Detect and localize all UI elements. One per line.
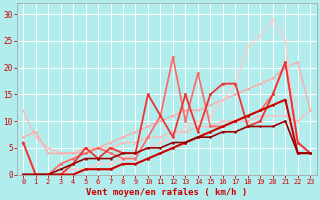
X-axis label: Vent moyen/en rafales ( km/h ): Vent moyen/en rafales ( km/h ) <box>86 188 247 197</box>
